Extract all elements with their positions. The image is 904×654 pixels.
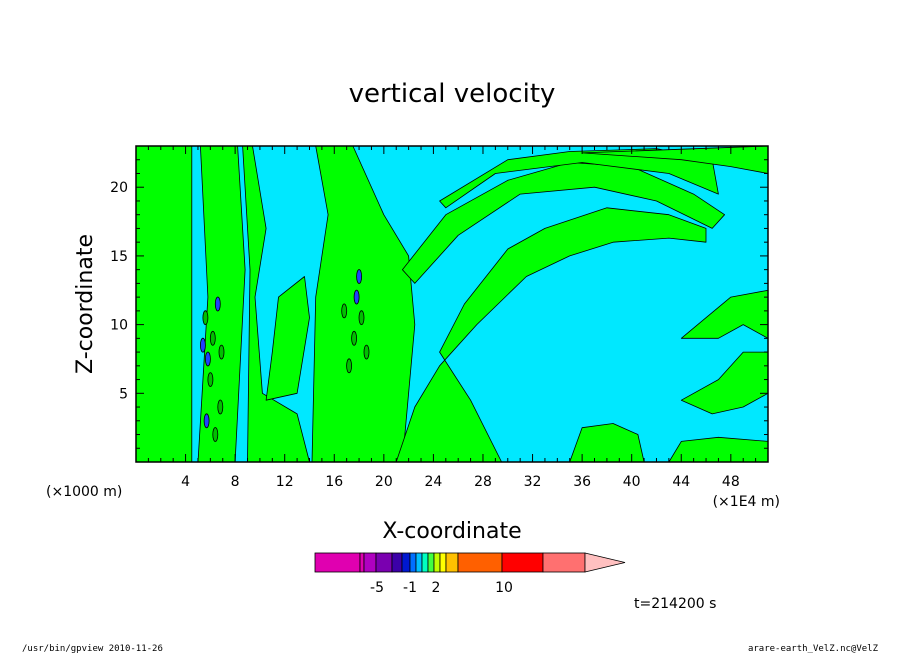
y-tick-label: 20 (110, 180, 128, 196)
positive-region-0 (135, 145, 193, 463)
x-axis-label: X-coordinate (382, 519, 521, 544)
colorbar-label: -1 (403, 580, 417, 596)
x-tick-label: 4 (181, 474, 190, 490)
y-axis-label: Z-coordinate (73, 234, 98, 374)
colorbar-labels: -5 -1 2 10 (370, 580, 513, 596)
colorbar-segment (421, 552, 429, 573)
strong-cell-14 (346, 358, 353, 374)
strong-cell-10 (351, 330, 358, 346)
strong-cell-12 (353, 289, 360, 305)
y-tick-label: 10 (110, 318, 128, 334)
strong-cell-13 (363, 344, 370, 360)
y-axis: 5 10 15 20 (110, 159, 768, 449)
x-tick-label: 36 (573, 474, 591, 490)
footer-left: /usr/bin/gpview 2010-11-26 (22, 644, 163, 654)
positive-region-7 (439, 148, 719, 209)
colorbar (314, 552, 626, 573)
positive-region-4 (311, 145, 416, 463)
x-tick-label: 20 (375, 474, 393, 490)
colorbar-segment (433, 552, 441, 573)
positive-velocity-regions (135, 145, 769, 463)
colorbar-label: -5 (370, 580, 384, 596)
colorbar-segment (415, 552, 423, 573)
x-tick-label: 12 (276, 474, 294, 490)
x-tick-label: 28 (474, 474, 492, 490)
colorbar-extension (584, 552, 626, 573)
strong-velocity-cells (199, 269, 370, 442)
strong-cell-8 (218, 344, 225, 360)
colorbar-segment (457, 552, 503, 573)
colorbar-label: 2 (432, 580, 441, 596)
x-unit-left: (×1000 m) (46, 484, 122, 500)
strong-cell-3 (214, 296, 221, 312)
time-label: t=214200 s (634, 596, 716, 612)
strong-cell-4 (207, 372, 214, 388)
strong-cell-1 (209, 330, 216, 346)
colorbar-segment (375, 552, 393, 573)
colorbar-segment (501, 552, 544, 573)
colorbar-segment (439, 552, 447, 573)
colorbar-label: 10 (495, 580, 513, 596)
colorbar-segment (363, 552, 377, 573)
strong-cell-2 (202, 310, 209, 326)
strong-cell-16 (341, 303, 348, 319)
colorbar-segment (359, 552, 365, 573)
strong-cell-9 (199, 337, 206, 353)
colorbar-segment (445, 552, 459, 573)
colorbar-segment (427, 552, 435, 573)
strong-cell-6 (203, 413, 210, 429)
colorbar-segment (409, 552, 417, 573)
plot-area (135, 145, 769, 463)
y-tick-label: 5 (119, 386, 128, 402)
x-tick-label: 40 (623, 474, 641, 490)
x-tick-label: 32 (524, 474, 542, 490)
x-axis: 4 8 12 16 20 24 28 32 36 40 44 48 (136, 146, 768, 490)
colorbar-segment (314, 552, 361, 573)
x-tick-label: 24 (424, 474, 442, 490)
footer-right: arare-earth_VelZ.nc@VelZ (748, 644, 879, 654)
colorbar-segment (401, 552, 411, 573)
chart-title: vertical velocity (349, 79, 556, 109)
x-unit-right: (×1E4 m) (713, 494, 780, 510)
positive-region-5 (395, 207, 707, 463)
positive-region-2 (242, 145, 310, 463)
x-tick-label: 48 (722, 474, 740, 490)
strong-cell-7 (212, 427, 219, 442)
positive-region-3 (265, 276, 310, 401)
y-tick-label: 15 (110, 249, 128, 265)
strong-cell-15 (356, 269, 363, 284)
x-tick-label: 8 (231, 474, 240, 490)
colorbar-segment (542, 552, 586, 573)
strong-cell-0 (204, 351, 211, 367)
x-tick-label: 16 (325, 474, 343, 490)
strong-cell-11 (358, 310, 365, 326)
strong-cell-5 (217, 399, 224, 415)
positive-region-12 (581, 145, 769, 174)
positive-region-6 (402, 162, 725, 284)
x-tick-label: 44 (672, 474, 690, 490)
colorbar-segment (391, 552, 403, 573)
